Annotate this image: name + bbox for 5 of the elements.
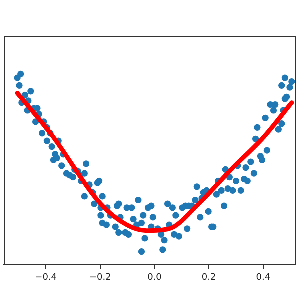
x-tick-label: 0.0 bbox=[148, 272, 162, 283]
x-tick-label: −0.2 bbox=[90, 272, 112, 283]
x-tick-label: −0.4 bbox=[35, 272, 58, 283]
x-tick-label: 0.4 bbox=[256, 272, 271, 283]
x-tick-label: 0.2 bbox=[202, 272, 216, 283]
